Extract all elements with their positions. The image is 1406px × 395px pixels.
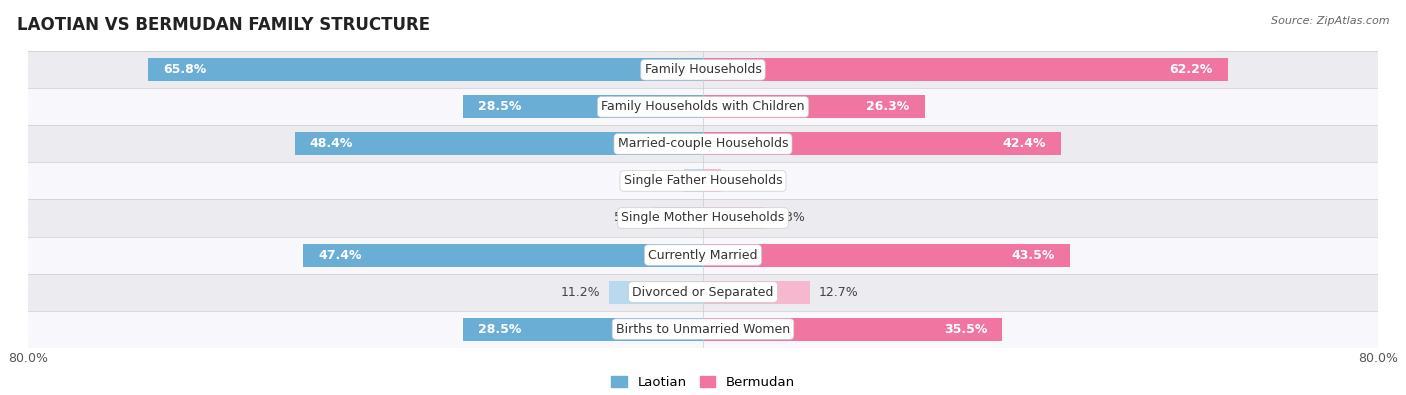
- Text: 43.5%: 43.5%: [1011, 248, 1054, 261]
- Text: Source: ZipAtlas.com: Source: ZipAtlas.com: [1271, 16, 1389, 26]
- Bar: [609, 280, 703, 303]
- Text: 62.2%: 62.2%: [1170, 63, 1212, 76]
- Bar: [28, 51, 1378, 88]
- Text: 47.4%: 47.4%: [318, 248, 361, 261]
- Bar: [295, 132, 703, 155]
- Bar: [28, 310, 1378, 348]
- Text: LAOTIAN VS BERMUDAN FAMILY STRUCTURE: LAOTIAN VS BERMUDAN FAMILY STRUCTURE: [17, 16, 430, 34]
- Bar: [654, 207, 703, 229]
- Bar: [463, 318, 703, 340]
- Bar: [463, 96, 703, 118]
- Text: 42.4%: 42.4%: [1002, 137, 1046, 150]
- Text: Family Households: Family Households: [644, 63, 762, 76]
- Text: Divorced or Separated: Divorced or Separated: [633, 286, 773, 299]
- Text: 2.1%: 2.1%: [730, 175, 761, 188]
- Text: 48.4%: 48.4%: [309, 137, 353, 150]
- Text: Currently Married: Currently Married: [648, 248, 758, 261]
- Bar: [703, 58, 1227, 81]
- Text: 35.5%: 35.5%: [943, 323, 987, 336]
- Text: 11.2%: 11.2%: [561, 286, 600, 299]
- Bar: [703, 132, 1060, 155]
- Bar: [703, 318, 1002, 340]
- Bar: [685, 169, 703, 192]
- Text: Family Households with Children: Family Households with Children: [602, 100, 804, 113]
- Legend: Laotian, Bermudan: Laotian, Bermudan: [606, 371, 800, 394]
- Bar: [28, 162, 1378, 199]
- Text: 26.3%: 26.3%: [866, 100, 910, 113]
- Text: Births to Unmarried Women: Births to Unmarried Women: [616, 323, 790, 336]
- Text: 5.8%: 5.8%: [613, 211, 645, 224]
- Text: Single Mother Households: Single Mother Households: [621, 211, 785, 224]
- Bar: [148, 58, 703, 81]
- Bar: [28, 199, 1378, 237]
- Bar: [703, 96, 925, 118]
- Bar: [703, 280, 810, 303]
- Bar: [703, 207, 765, 229]
- Bar: [703, 244, 1070, 267]
- Bar: [28, 88, 1378, 126]
- Bar: [304, 244, 703, 267]
- Text: 65.8%: 65.8%: [163, 63, 207, 76]
- Bar: [28, 273, 1378, 310]
- Bar: [28, 237, 1378, 273]
- Bar: [28, 126, 1378, 162]
- Text: 12.7%: 12.7%: [818, 286, 858, 299]
- Text: Single Father Households: Single Father Households: [624, 175, 782, 188]
- Text: Married-couple Households: Married-couple Households: [617, 137, 789, 150]
- Text: 28.5%: 28.5%: [478, 323, 522, 336]
- Text: 7.3%: 7.3%: [773, 211, 804, 224]
- Text: 2.2%: 2.2%: [644, 175, 676, 188]
- Bar: [703, 169, 721, 192]
- Text: 28.5%: 28.5%: [478, 100, 522, 113]
